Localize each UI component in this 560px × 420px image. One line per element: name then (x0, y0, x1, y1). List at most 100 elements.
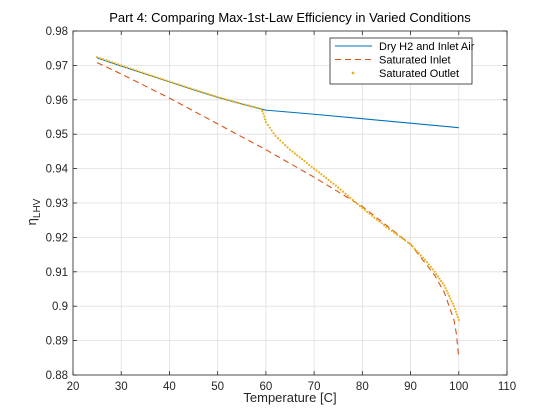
y-tick-label: 0.96 (46, 95, 68, 107)
legend: Dry H2 and Inlet Air Saturated InletSatur… (329, 37, 475, 85)
saturated-outlet-point (444, 287, 447, 290)
saturated-outlet-point (453, 307, 457, 311)
saturated-outlet-point (344, 192, 347, 195)
saturated-outlet-point (378, 220, 381, 223)
saturated-outlet-point (332, 182, 335, 185)
x-tick-label: 30 (115, 381, 128, 393)
x-tick-label: 60 (259, 381, 272, 393)
saturated-outlet-point (231, 100, 234, 103)
saturated-outlet-point (454, 310, 457, 313)
saturated-outlet-point (435, 272, 438, 276)
saturated-outlet-legend-label: Saturated Outlet (379, 68, 459, 80)
y-tick-label: 0.89 (46, 336, 68, 348)
saturated-outlet-point (253, 106, 256, 109)
saturated-outlet-point (439, 279, 443, 283)
y-axis-title-subscript: LHV (32, 198, 43, 218)
saturated-outlet-point (363, 208, 366, 212)
saturated-outlet-point (156, 76, 159, 79)
saturated-outlet-point (451, 302, 454, 305)
saturated-outlet-point (349, 196, 352, 199)
saturated-outlet-point (111, 61, 114, 64)
saturated-outlet-point (99, 57, 102, 60)
saturated-outlet-point (419, 254, 422, 257)
legend-items: Dry H2 and Inlet Air Saturated InletSatur… (335, 41, 475, 80)
saturated-outlet-point (401, 237, 404, 240)
saturated-outlet-point (291, 150, 294, 153)
saturated-outlet-point (204, 92, 207, 95)
saturated-outlet-point (281, 141, 284, 144)
y-axis-title-main: η (24, 218, 39, 225)
saturated-outlet-point (198, 90, 201, 93)
saturated-outlet-point (313, 167, 316, 170)
saturated-outlet-point (320, 173, 323, 176)
saturated-outlet-point (415, 249, 418, 253)
saturated-outlet-point (443, 284, 446, 287)
saturated-outlet-point (446, 292, 450, 295)
saturated-outlet-point (404, 239, 407, 242)
saturated-outlet-point (117, 63, 120, 66)
saturated-outlet-point (213, 95, 216, 98)
x-tick-label: 110 (498, 381, 516, 393)
x-axis-title: Temperature [C] (243, 390, 336, 405)
saturated-outlet-point (123, 65, 126, 68)
saturated-outlet-point (358, 204, 362, 208)
saturated-outlet-point (370, 214, 374, 217)
saturated-outlet-point (222, 97, 225, 100)
saturated-outlet-point (210, 94, 213, 97)
y-tick-label: 0.94 (46, 164, 69, 176)
saturated-outlet-point (120, 64, 123, 67)
saturated-outlet-point (138, 70, 141, 73)
saturated-outlet-point (162, 78, 165, 81)
saturated-outlet-point (448, 294, 451, 297)
saturated-outlet-point (390, 229, 393, 233)
saturated-outlet-point (450, 299, 453, 303)
saturated-outlet-point (300, 158, 304, 161)
saturated-outlet-point (305, 161, 308, 165)
y-tick-label: 0.9 (52, 301, 68, 313)
saturated-outlet-point (315, 169, 318, 172)
saturated-outlet-point (268, 126, 271, 129)
saturated-outlet-point (368, 212, 371, 215)
saturated-outlet-point (327, 178, 330, 182)
saturated-outlet-point (298, 156, 301, 159)
saturated-outlet-point (219, 96, 222, 100)
saturated-outlet-point (165, 79, 168, 82)
saturated-outlet-point (192, 88, 195, 91)
saturated-outlet-point (225, 98, 228, 101)
saturated-outlet-point (293, 152, 296, 155)
saturated-outlet-point (373, 216, 376, 219)
saturated-outlet-point (105, 59, 108, 62)
saturated-outlet-point (180, 84, 183, 87)
x-tick-label: 20 (67, 381, 80, 393)
saturated-outlet-point (393, 231, 396, 234)
saturated-outlet-point (102, 58, 105, 61)
saturated-outlet-point (276, 137, 280, 140)
saturated-outlet-point (263, 115, 266, 118)
saturated-outlet-point (361, 207, 364, 210)
x-tick-label: 80 (356, 381, 369, 393)
saturated-outlet-point (375, 218, 378, 221)
saturated-outlet-point (409, 243, 412, 246)
saturated-outlet-point (186, 86, 189, 89)
saturated-outlet-point (274, 134, 277, 138)
saturated-outlet-point (256, 106, 259, 110)
saturated-outlet-point (385, 225, 388, 229)
saturated-outlet-point (325, 176, 328, 180)
x-tick-label: 100 (449, 381, 468, 393)
saturated-outlet-point (457, 318, 460, 322)
saturated-outlet-point (366, 210, 369, 214)
saturated-outlet-point (279, 139, 282, 142)
x-tick-label: 40 (163, 381, 176, 393)
saturated-outlet-point (398, 235, 401, 238)
saturated-outlet-point (261, 110, 264, 113)
saturated-outlet-point (421, 256, 425, 259)
chart-title: Part 4: Comparing Max-1st-Law Efficiency… (109, 10, 471, 25)
saturated-outlet-legend-marker (351, 71, 355, 75)
saturated-outlet-point (303, 159, 306, 163)
saturated-outlet-point (174, 82, 177, 85)
saturated-outlet-point (141, 71, 144, 74)
axis-ticks: 20 30 40 50 60 70 80 90 100 110 0.88 0.89 0.9 0.91 0.9… (46, 26, 517, 393)
saturated-outlet-point (284, 143, 287, 147)
